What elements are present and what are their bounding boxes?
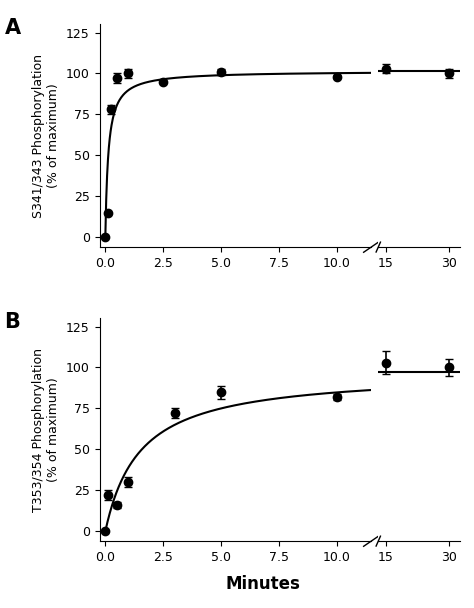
Y-axis label: T353/354 Phosphorylation
(% of maximum): T353/354 Phosphorylation (% of maximum) <box>32 348 60 512</box>
Text: A: A <box>4 18 20 38</box>
Text: Minutes: Minutes <box>226 575 301 593</box>
Y-axis label: S341/343 Phosphorylation
(% of maximum): S341/343 Phosphorylation (% of maximum) <box>32 54 60 218</box>
Text: B: B <box>4 312 20 332</box>
